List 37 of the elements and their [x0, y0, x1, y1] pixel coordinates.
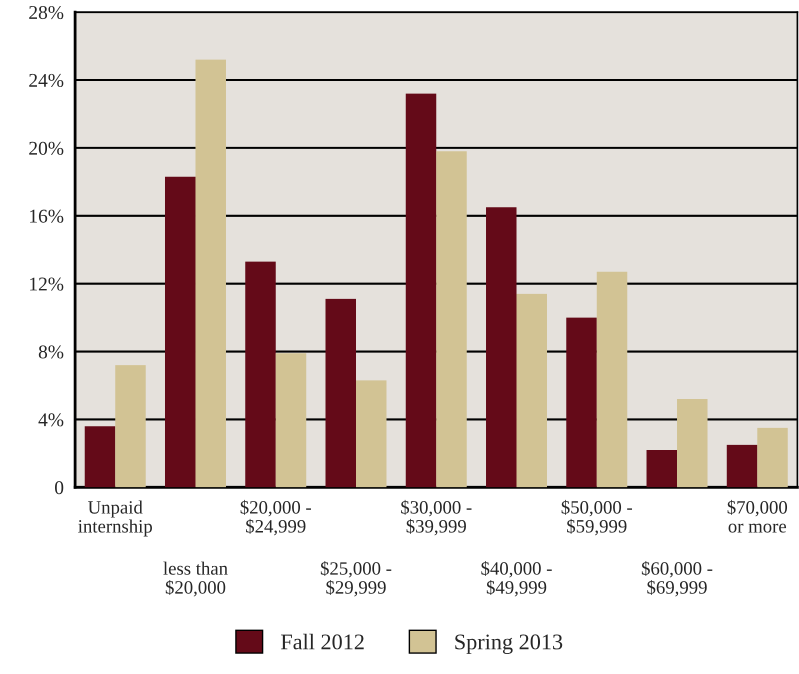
y-tick-label: 8%	[38, 345, 64, 359]
x-tick-label: $20,000 - $24,999	[240, 500, 311, 536]
y-tick-label: 24%	[29, 74, 64, 88]
y-tick-label: 0	[55, 481, 64, 494]
bar	[84, 426, 116, 488]
bar	[406, 94, 436, 488]
bar	[276, 353, 306, 488]
legend-label: Fall 2012	[281, 634, 364, 650]
bar	[566, 318, 597, 488]
x-tick-label: $40,000 - $49,999	[481, 561, 552, 596]
x-tick-label: $60,000 - $69,999	[642, 561, 712, 596]
bar	[726, 444, 758, 488]
bar	[326, 298, 356, 488]
bar	[516, 294, 548, 488]
legend-label: Spring 2013	[455, 634, 562, 654]
bar	[596, 272, 628, 488]
bar	[486, 207, 517, 488]
bar	[436, 151, 467, 488]
y-tick-label: 16%	[30, 210, 64, 223]
x-tick-label: $70,000 or more	[728, 500, 788, 533]
x-tick-label: $30,000 - $39,999	[401, 500, 472, 536]
bar	[356, 380, 386, 488]
bar	[677, 399, 708, 488]
y-tick-label: 4%	[38, 413, 64, 426]
y-tick-label: 12%	[30, 277, 64, 291]
x-tick-label: $50,000 - $59,999	[562, 500, 632, 536]
bar	[164, 176, 196, 488]
bar	[646, 450, 678, 488]
x-tick-label: $25,000 - $29,999	[320, 561, 392, 596]
x-tick-label: Unpaid internship	[78, 500, 152, 536]
bar	[757, 428, 788, 488]
y-tick-label: 20%	[29, 142, 64, 155]
bar	[115, 365, 146, 488]
bar	[195, 60, 226, 488]
x-tick-label: less than $20,000	[163, 562, 228, 596]
y-tick-label: 28%	[29, 6, 64, 20]
bar	[245, 262, 276, 488]
